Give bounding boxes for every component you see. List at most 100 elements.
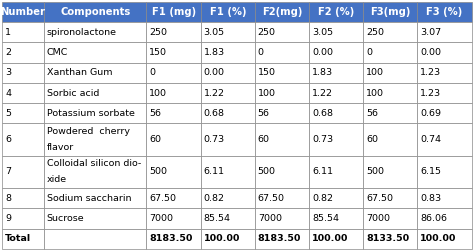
Bar bbox=[418, 83, 472, 103]
Bar bbox=[255, 83, 309, 103]
Bar bbox=[363, 156, 418, 188]
Text: 3: 3 bbox=[5, 68, 11, 77]
Text: 100: 100 bbox=[366, 88, 384, 98]
Bar bbox=[2, 156, 44, 188]
Bar bbox=[363, 83, 418, 103]
Text: F2(mg): F2(mg) bbox=[262, 7, 302, 17]
Text: 500: 500 bbox=[258, 168, 276, 176]
Bar bbox=[363, 228, 418, 249]
Text: 8183.50: 8183.50 bbox=[149, 234, 193, 243]
Text: 6.15: 6.15 bbox=[420, 168, 441, 176]
Text: 1.83: 1.83 bbox=[203, 48, 225, 57]
Text: 60: 60 bbox=[149, 135, 161, 144]
Text: 500: 500 bbox=[149, 168, 167, 176]
Bar bbox=[418, 208, 472, 229]
Bar bbox=[418, 188, 472, 208]
Text: 67.50: 67.50 bbox=[258, 194, 285, 203]
Text: spironolactone: spironolactone bbox=[47, 28, 117, 37]
Bar bbox=[44, 156, 146, 188]
Text: Xanthan Gum: Xanthan Gum bbox=[47, 68, 112, 77]
Text: 250: 250 bbox=[149, 28, 167, 37]
Bar bbox=[418, 22, 472, 42]
Text: Sodium saccharin: Sodium saccharin bbox=[47, 194, 131, 203]
Text: Number: Number bbox=[0, 7, 46, 17]
Bar bbox=[2, 83, 44, 103]
Bar bbox=[255, 123, 309, 156]
Bar bbox=[309, 228, 363, 249]
Text: 100: 100 bbox=[149, 88, 167, 98]
Bar bbox=[309, 208, 363, 229]
Text: 0.00: 0.00 bbox=[312, 48, 333, 57]
Text: Colloidal silicon dio-: Colloidal silicon dio- bbox=[47, 159, 141, 168]
Text: 5: 5 bbox=[5, 109, 11, 118]
Text: 100.00: 100.00 bbox=[420, 234, 456, 243]
Text: 1.23: 1.23 bbox=[420, 68, 441, 77]
Bar bbox=[2, 123, 44, 156]
Bar bbox=[44, 228, 146, 249]
Bar bbox=[309, 42, 363, 63]
Text: 8133.50: 8133.50 bbox=[366, 234, 409, 243]
Bar bbox=[201, 22, 255, 42]
Text: F2 (%): F2 (%) bbox=[318, 7, 354, 17]
Bar bbox=[146, 156, 201, 188]
Bar bbox=[146, 63, 201, 83]
Text: 0.00: 0.00 bbox=[203, 68, 225, 77]
Text: 8183.50: 8183.50 bbox=[258, 234, 301, 243]
Text: 100.00: 100.00 bbox=[312, 234, 348, 243]
Bar bbox=[44, 42, 146, 63]
Bar bbox=[2, 103, 44, 123]
Bar bbox=[201, 188, 255, 208]
Text: 7000: 7000 bbox=[258, 214, 282, 223]
Bar bbox=[363, 123, 418, 156]
Text: 60: 60 bbox=[258, 135, 270, 144]
Text: 1: 1 bbox=[5, 28, 11, 37]
Text: 0: 0 bbox=[149, 68, 155, 77]
Text: 67.50: 67.50 bbox=[366, 194, 393, 203]
Bar bbox=[146, 208, 201, 229]
Bar bbox=[255, 42, 309, 63]
Bar bbox=[201, 228, 255, 249]
Text: 100.00: 100.00 bbox=[203, 234, 240, 243]
Text: 100: 100 bbox=[366, 68, 384, 77]
Bar bbox=[255, 188, 309, 208]
Text: 0.74: 0.74 bbox=[420, 135, 441, 144]
Bar bbox=[201, 103, 255, 123]
Text: 0.00: 0.00 bbox=[420, 48, 441, 57]
Bar bbox=[201, 156, 255, 188]
Text: 1.23: 1.23 bbox=[420, 88, 441, 98]
Text: 2: 2 bbox=[5, 48, 11, 57]
Bar bbox=[309, 2, 363, 22]
Bar bbox=[309, 22, 363, 42]
Bar bbox=[255, 156, 309, 188]
Bar bbox=[363, 42, 418, 63]
Bar bbox=[418, 42, 472, 63]
Text: 3.07: 3.07 bbox=[420, 28, 441, 37]
Bar bbox=[255, 22, 309, 42]
Bar bbox=[146, 2, 201, 22]
Text: 100: 100 bbox=[258, 88, 276, 98]
Text: Potassium sorbate: Potassium sorbate bbox=[47, 109, 135, 118]
Text: 250: 250 bbox=[366, 28, 384, 37]
Text: F3(mg): F3(mg) bbox=[370, 7, 410, 17]
Bar bbox=[2, 63, 44, 83]
Text: 56: 56 bbox=[366, 109, 378, 118]
Bar bbox=[418, 123, 472, 156]
Bar bbox=[44, 2, 146, 22]
Bar bbox=[146, 188, 201, 208]
Bar bbox=[418, 2, 472, 22]
Text: F3 (%): F3 (%) bbox=[427, 7, 463, 17]
Text: 0.68: 0.68 bbox=[203, 109, 225, 118]
Text: 150: 150 bbox=[258, 68, 276, 77]
Text: 60: 60 bbox=[366, 135, 378, 144]
Text: 7000: 7000 bbox=[149, 214, 173, 223]
Text: 6: 6 bbox=[5, 135, 11, 144]
Bar bbox=[44, 83, 146, 103]
Text: F1 (%): F1 (%) bbox=[210, 7, 246, 17]
Text: 250: 250 bbox=[258, 28, 276, 37]
Text: 0.73: 0.73 bbox=[312, 135, 333, 144]
Text: 85.54: 85.54 bbox=[203, 214, 230, 223]
Text: 0.68: 0.68 bbox=[312, 109, 333, 118]
Text: 4: 4 bbox=[5, 88, 11, 98]
Bar bbox=[201, 83, 255, 103]
Bar bbox=[44, 103, 146, 123]
